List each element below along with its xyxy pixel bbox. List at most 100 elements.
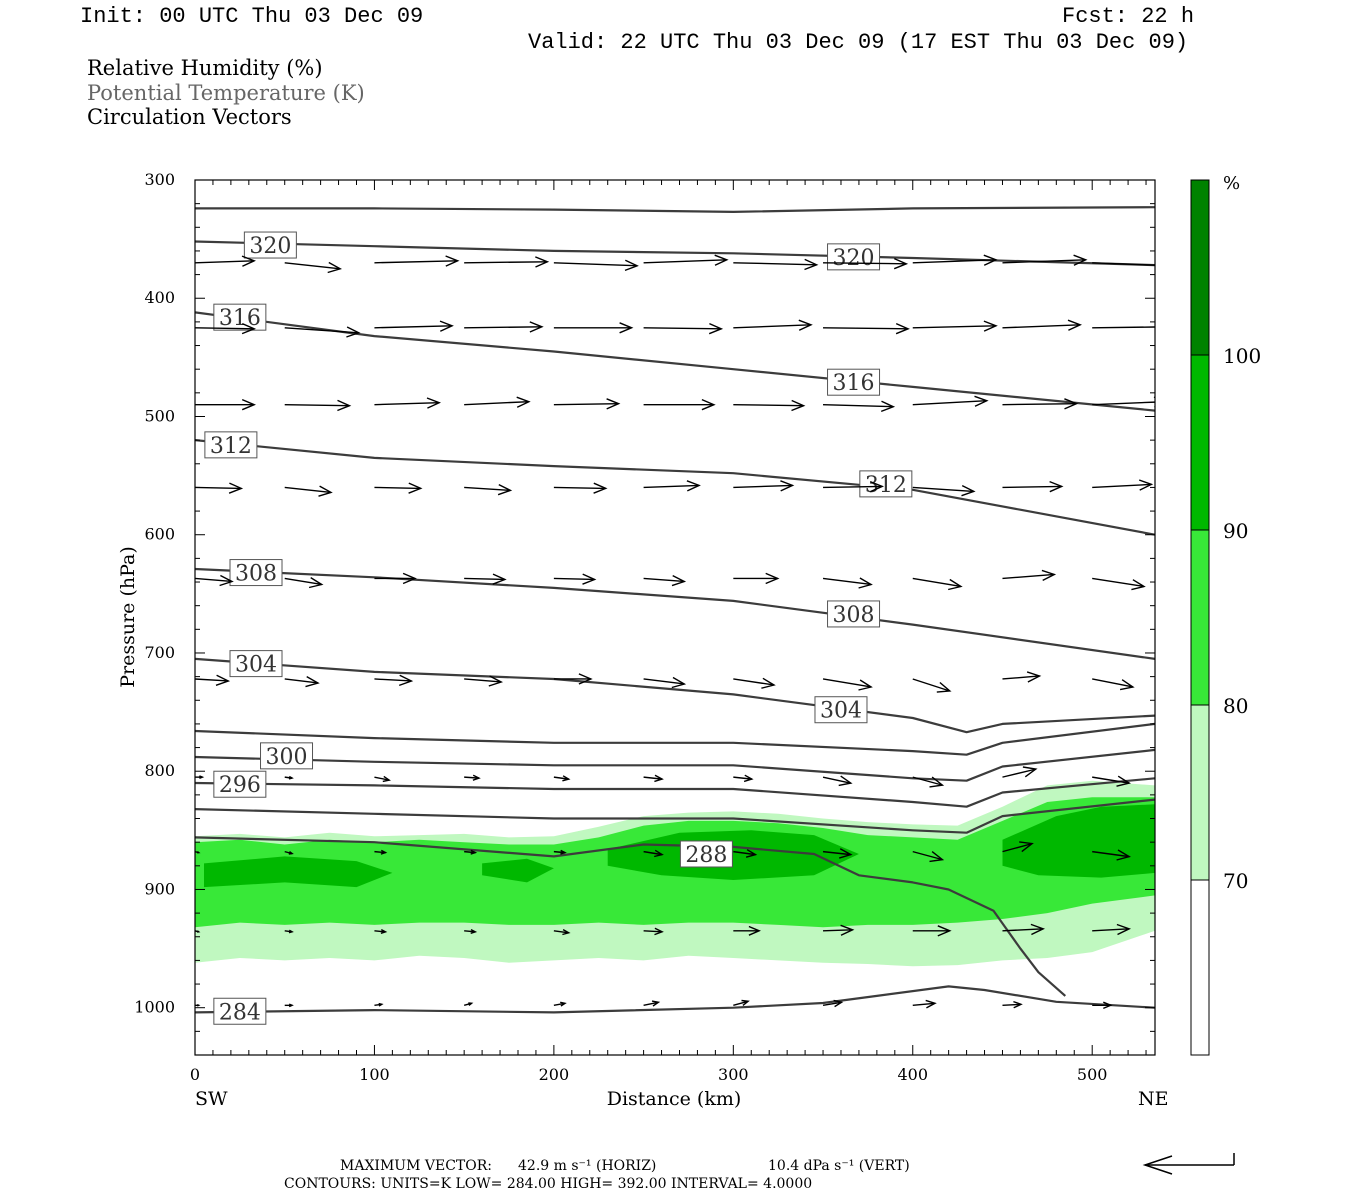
vector-arrow-6-6	[733, 774, 754, 783]
vector-arrow-5-8	[912, 678, 952, 693]
theta-label-box-11	[213, 770, 267, 798]
colorbar-label-80: 80	[1223, 694, 1248, 718]
vector-arrow-2-3	[464, 396, 531, 408]
colorbar-segment-0	[1191, 880, 1209, 1055]
vector-arrow-2-2	[374, 397, 442, 409]
theta-label-box-6	[229, 559, 283, 587]
vector-arrow-4-10	[1092, 577, 1146, 591]
theta-label-box-2	[213, 303, 267, 331]
vector-arrow-5-1	[284, 675, 320, 688]
vector-arrow-7-4	[553, 849, 567, 855]
vector-arrow-8-7	[823, 924, 855, 936]
theta-contour-302	[195, 722, 1155, 756]
theta-label-304: 304	[820, 699, 862, 724]
vector-arrow-5-9	[1002, 671, 1042, 683]
colorbar-label-70: 70	[1223, 869, 1248, 893]
theta-label-296: 296	[219, 773, 261, 798]
rh-90-patch-1	[482, 858, 554, 883]
vector-arrow-7-8	[912, 850, 945, 863]
vector-arrow-6-8	[912, 776, 945, 788]
vector-arrow-9-3	[463, 1002, 474, 1007]
theta-label-box-12	[679, 840, 733, 868]
forecast-hour: Fcst: 22 h	[1062, 4, 1195, 29]
vector-arrow-9-0	[195, 1004, 201, 1007]
vector-arrow-1-5	[643, 322, 724, 335]
vector-arrow-0-9	[1002, 254, 1088, 266]
colorbar-frame	[1190, 179, 1210, 1056]
theta-label-box-8	[229, 650, 283, 678]
theta-label-308: 308	[235, 562, 277, 587]
rh-fill-layer	[195, 780, 1155, 967]
vector-arrow-2-7	[823, 400, 896, 413]
theta-contour-308	[195, 567, 1155, 660]
vector-arrow-1-6	[733, 319, 813, 331]
theta-label-box-4	[204, 431, 258, 459]
theta-label-box-1	[827, 243, 881, 271]
x-tick-label-500: 500	[1077, 1065, 1108, 1084]
vector-arrow-1-7	[823, 322, 910, 335]
vector-arrow-8-0	[195, 930, 201, 933]
vector-arrow-1-9	[1002, 319, 1083, 331]
reference-vector-icon	[1142, 1153, 1235, 1175]
colorbar-unit: %	[1223, 173, 1240, 194]
vector-arrow-9-6	[733, 999, 750, 1007]
vector-arrow-0-1	[284, 261, 343, 274]
vector-arrow-6-2	[374, 775, 391, 783]
vector-arrow-3-2	[374, 482, 423, 494]
vector-arrow-9-7	[822, 999, 844, 1008]
vector-arrow-3-5	[643, 480, 701, 492]
theta-contour-284	[195, 985, 1155, 1014]
vector-arrow-5-4	[553, 673, 593, 685]
vector-arrow-5-5	[643, 676, 687, 689]
vector-arrow-8-9	[1002, 923, 1046, 936]
vector-arrow-3-9	[1002, 480, 1064, 493]
theta-label-312: 312	[865, 473, 907, 498]
theta-label-box-5	[859, 470, 913, 498]
legend-potential-temperature: Potential Temperature (K)	[87, 81, 365, 105]
vector-arrow-1-1	[284, 326, 361, 338]
vector-arrow-4-4	[553, 573, 597, 585]
axes-layer: 0 100 200 300 400 500 300 400 500 600 700 800 900 100…	[134, 170, 1156, 1084]
vector-arrow-1-0	[195, 322, 257, 335]
vector-arrow-3-4	[553, 482, 608, 494]
theta-label-box-10	[260, 742, 314, 770]
y-tick-label-700: 700	[144, 643, 175, 662]
theta-contour-300	[195, 748, 1155, 782]
vector-arrow-3-3	[464, 483, 513, 496]
vector-arrow-6-9	[1002, 766, 1038, 778]
vector-arrow-8-3	[464, 928, 478, 934]
vector-arrow-8-10	[1092, 923, 1132, 936]
vector-arrow-2-9	[1002, 398, 1079, 410]
vector-arrow-1-8	[912, 320, 998, 332]
vector-arrow-1-3	[464, 321, 544, 333]
theta-label-box-0	[243, 231, 297, 259]
vector-arrow-3-0	[195, 482, 244, 494]
vector-arrow-6-10	[1092, 775, 1131, 787]
x-right-label: NE	[1138, 1088, 1169, 1110]
theta-label-312: 312	[210, 434, 252, 459]
vector-arrow-9-5	[643, 1000, 661, 1007]
theta-label-288: 288	[685, 843, 727, 868]
vector-arrow-4-5	[643, 574, 687, 587]
theta-contour-312	[195, 439, 1155, 536]
vector-arrow-2-5	[643, 398, 716, 411]
plot-frame	[194, 179, 1156, 1056]
vector-arrow-2-8	[912, 395, 989, 407]
vector-arrow-7-5	[643, 849, 664, 858]
vector-arrow-3-7	[823, 480, 884, 493]
vector-arrow-8-1	[284, 929, 294, 934]
vector-arrow-9-9	[1002, 1000, 1023, 1009]
vector-arrow-7-10	[1092, 849, 1131, 861]
vector-arrow-8-4	[553, 928, 571, 936]
theta-label-308: 308	[833, 603, 875, 628]
vector-arrow-4-9	[1002, 569, 1057, 582]
colorbar-layer: 70 80 90 100	[1190, 179, 1261, 1056]
colorbar-segment-1	[1191, 705, 1209, 880]
y-axis-title: Pressure (hPa)	[117, 546, 139, 688]
vector-arrow-2-4	[553, 398, 621, 410]
legend-relative-humidity: Relative Humidity (%)	[87, 56, 323, 80]
max-vector-horizontal: 42.9 m s⁻¹ (HORIZ)	[518, 1158, 657, 1174]
y-tick-label-800: 800	[144, 761, 175, 780]
vector-arrow-2-0	[195, 398, 257, 411]
